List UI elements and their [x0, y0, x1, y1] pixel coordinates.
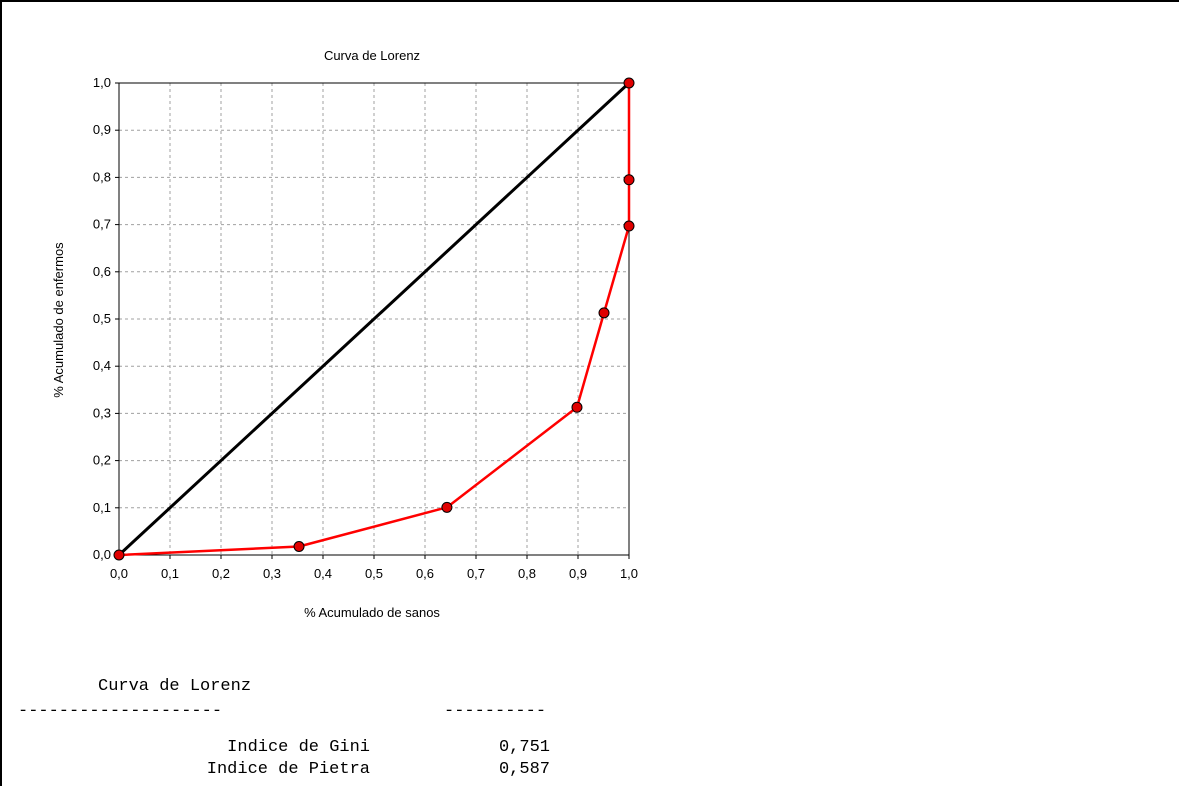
y-tick-label: 0,7 [93, 217, 111, 232]
y-tick-label: 0,0 [93, 547, 111, 562]
x-tick-label: 0,4 [314, 566, 332, 581]
y-tick-label: 0,5 [93, 311, 111, 326]
axis-ticks: 0,0 0,1 0,2 0,3 0,4 0,5 0,6 0,7 0,8 0,9 1,0 0,0 0,1 0… [93, 75, 638, 581]
lorenz-point [441, 501, 453, 513]
x-tick-label: 0,8 [518, 566, 536, 581]
series-layer [113, 77, 635, 561]
equality-line [117, 81, 631, 557]
summary-title: Curva de Lorenz [98, 677, 252, 696]
summary-rule-right: ---------- [444, 702, 547, 721]
x-axis-label: % Acumulado de sanos [304, 605, 440, 620]
y-tick-label: 1,0 [93, 75, 111, 90]
summary-rule-left: -------------------- [18, 702, 223, 721]
lorenz-point [293, 541, 305, 553]
chart-title: Curva de Lorenz [324, 48, 420, 63]
x-tick-label: 0,7 [467, 566, 485, 581]
lorenz-point [623, 77, 635, 89]
x-tick-label: 0,5 [365, 566, 383, 581]
x-tick-label: 0,9 [569, 566, 587, 581]
lorenz-chart: Curva de Lorenz 0,0 0,1 0,2 0,3 0,4 0,5 0,6 0,7… [51, 48, 638, 620]
gini-value: 0,751 [498, 738, 550, 757]
lorenz-point [113, 549, 125, 561]
x-tick-label: 0,2 [212, 566, 230, 581]
x-tick-label: 0,3 [263, 566, 281, 581]
y-tick-label: 0,4 [93, 358, 111, 373]
x-tick-label: 0,1 [161, 566, 179, 581]
x-tick-label: 0,6 [416, 566, 434, 581]
y-tick-label: 0,8 [93, 169, 111, 184]
pietra-label: Indice de Pietra [206, 760, 370, 779]
pietra-value: 0,587 [498, 760, 550, 779]
lorenz-point [598, 307, 610, 319]
y-tick-label: 0,6 [93, 264, 111, 279]
lorenz-point [571, 401, 583, 413]
lorenz-point [623, 220, 635, 232]
x-tick-label: 1,0 [620, 566, 638, 581]
y-axis-label: % Acumulado de enfermos [51, 242, 66, 398]
y-tick-label: 0,1 [93, 500, 111, 515]
gini-label: Indice de Gini [227, 738, 370, 757]
lorenz-curve-line [118, 83, 631, 557]
y-tick-label: 0,3 [93, 405, 111, 420]
lorenz-point [623, 174, 635, 186]
x-tick-label: 0,0 [110, 566, 128, 581]
y-tick-label: 0,9 [93, 122, 111, 137]
y-tick-label: 0,2 [93, 453, 111, 468]
